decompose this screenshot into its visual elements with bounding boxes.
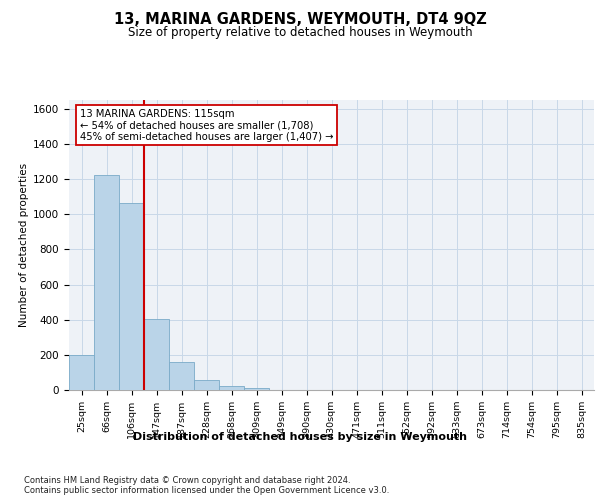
Bar bbox=[69, 355, 94, 390]
Text: Size of property relative to detached houses in Weymouth: Size of property relative to detached ho… bbox=[128, 26, 472, 39]
Bar bbox=[119, 203, 144, 390]
Bar bbox=[144, 319, 169, 390]
Bar bbox=[169, 362, 194, 390]
Bar bbox=[194, 380, 219, 390]
Text: 13 MARINA GARDENS: 115sqm
← 54% of detached houses are smaller (1,708)
45% of se: 13 MARINA GARDENS: 115sqm ← 54% of detac… bbox=[79, 108, 333, 142]
Bar bbox=[94, 174, 119, 390]
Text: 13, MARINA GARDENS, WEYMOUTH, DT4 9QZ: 13, MARINA GARDENS, WEYMOUTH, DT4 9QZ bbox=[113, 12, 487, 28]
Bar bbox=[219, 386, 244, 390]
Text: Distribution of detached houses by size in Weymouth: Distribution of detached houses by size … bbox=[133, 432, 467, 442]
Y-axis label: Number of detached properties: Number of detached properties bbox=[19, 163, 29, 327]
Bar bbox=[244, 388, 269, 390]
Text: Contains HM Land Registry data © Crown copyright and database right 2024.
Contai: Contains HM Land Registry data © Crown c… bbox=[24, 476, 389, 495]
